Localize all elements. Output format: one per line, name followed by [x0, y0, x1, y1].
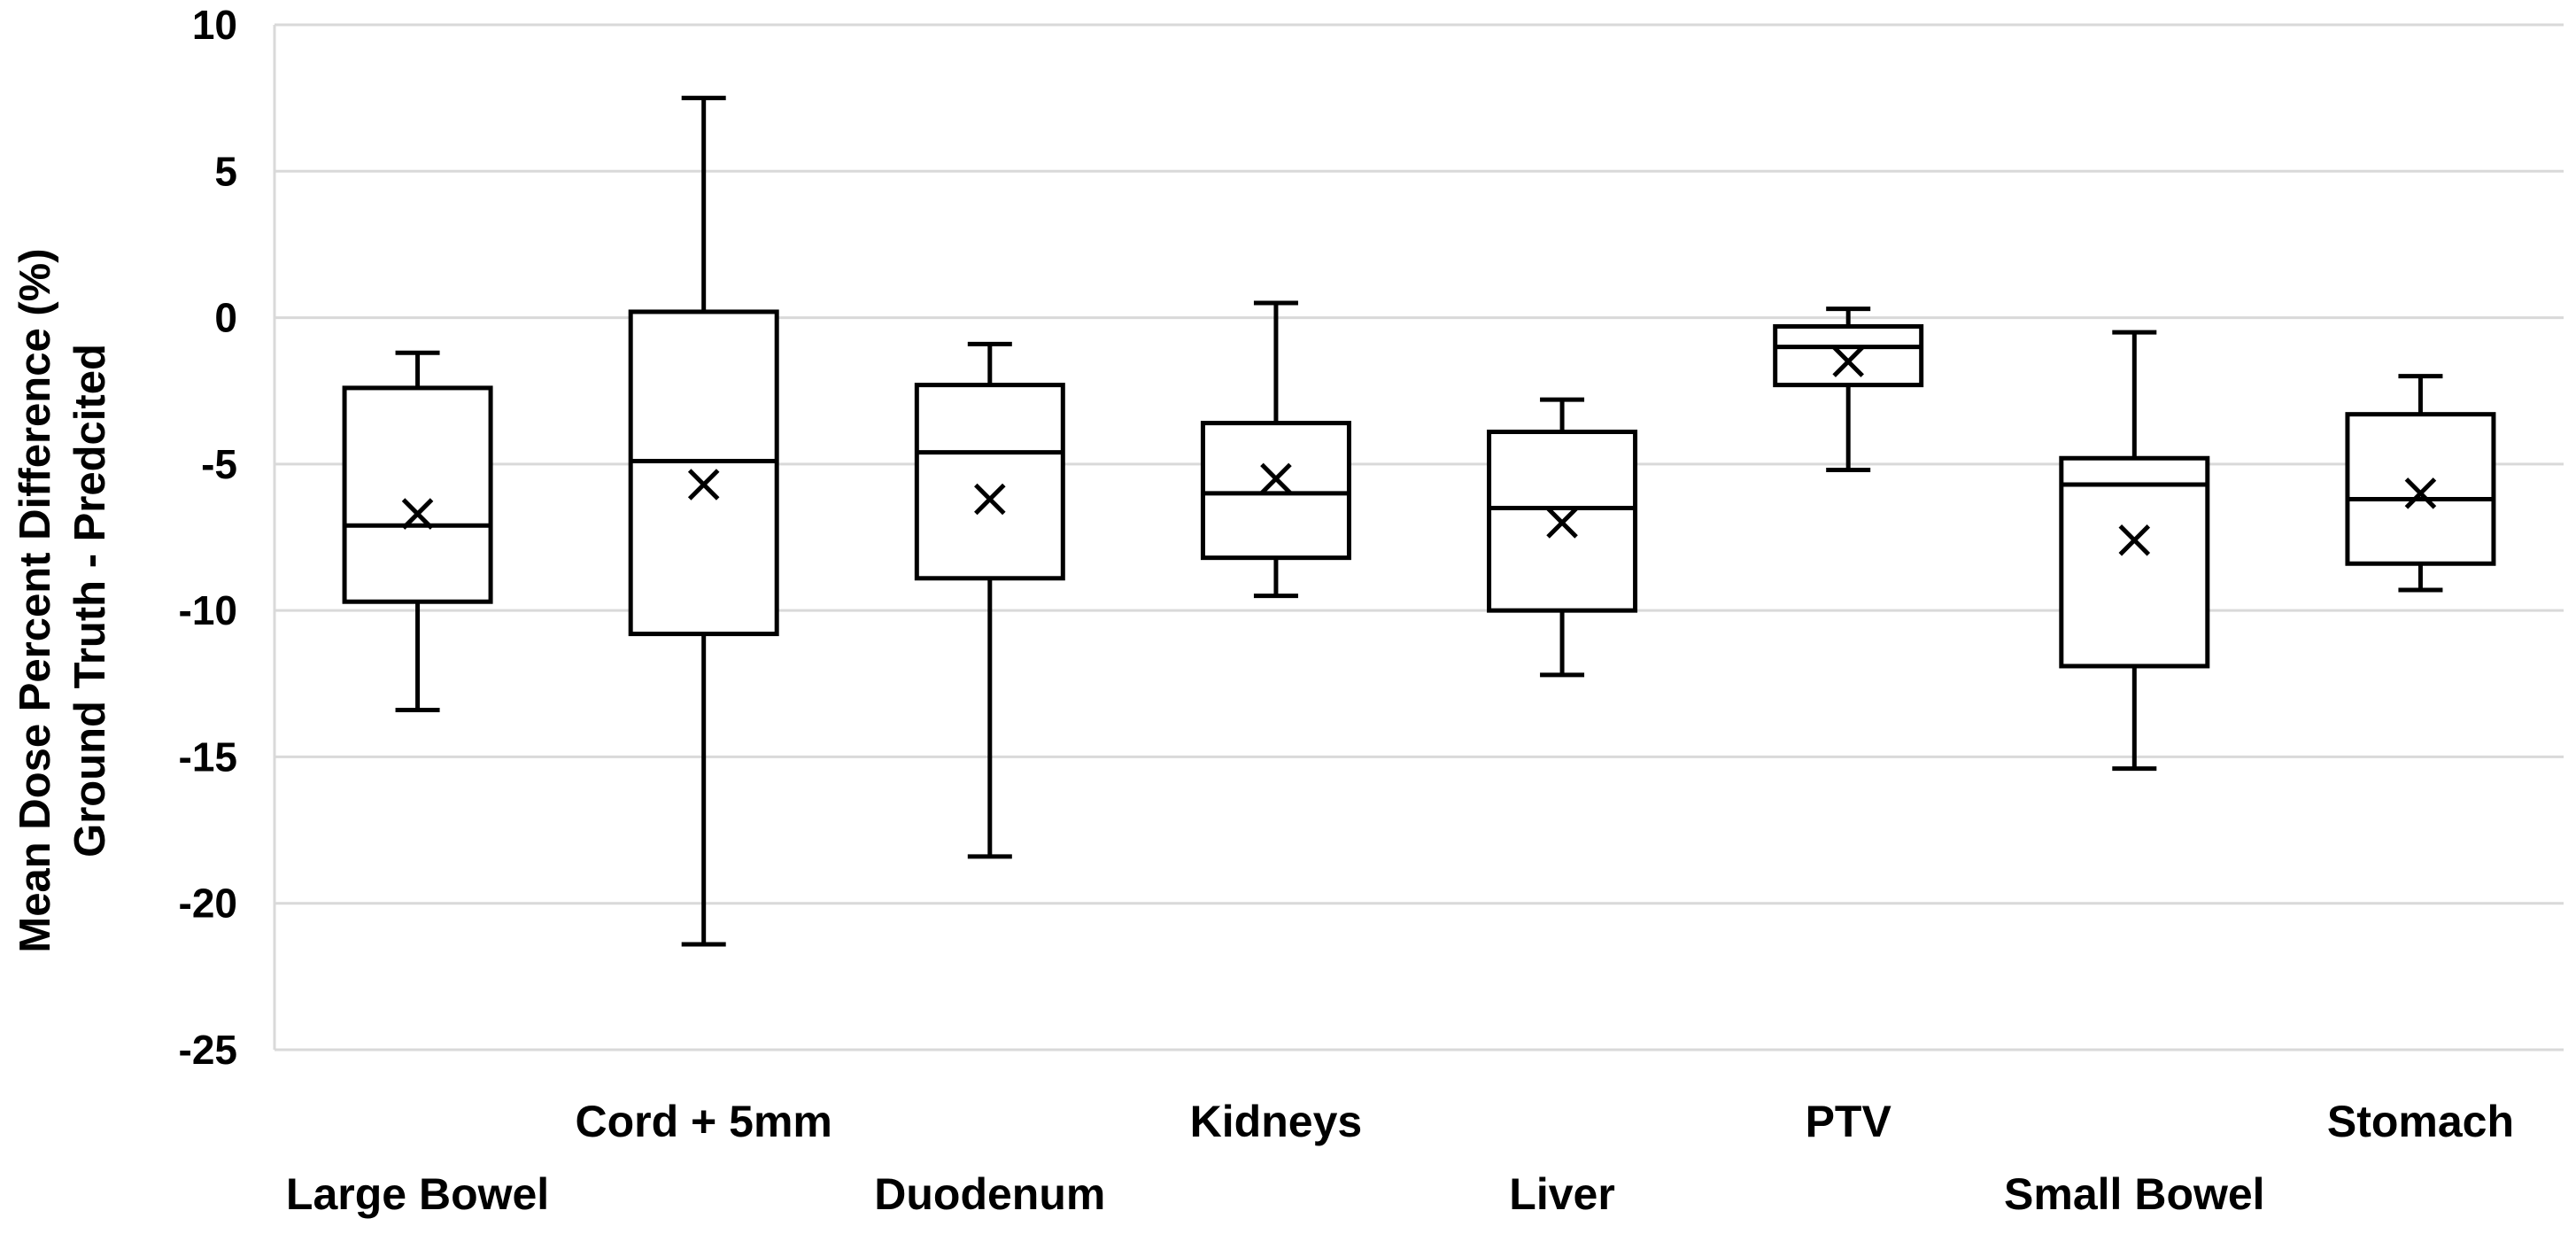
mean-marker-stroke: [1832, 345, 1864, 377]
box-stomach: [2345, 374, 2496, 593]
y-tick-label: 10: [192, 2, 237, 48]
x-category-label: Stomach: [2327, 1097, 2514, 1146]
y-axis-title-line-1: Mean Dose Percent Difference (%): [12, 248, 59, 952]
y-tick-label: -20: [179, 881, 237, 927]
x-category-label: Cord + 5mm: [576, 1097, 832, 1146]
box-series: [342, 96, 2496, 947]
x-category-label: Large Bowel: [286, 1169, 549, 1219]
box-large-bowel: [342, 350, 493, 713]
x-category-label: Duodenum: [874, 1169, 1105, 1219]
box-liver: [1487, 397, 1638, 678]
labels: 10 5 0 -5 -10 -15 -20 -25 Large Bowel Cord + 5mm D…: [179, 2, 2515, 1219]
y-tick-label: -15: [179, 733, 237, 780]
box-iqr: [1200, 421, 1351, 561]
mean-marker-stroke: [974, 483, 1006, 516]
y-tick-label: 5: [214, 148, 237, 194]
box-iqr: [342, 385, 493, 604]
mean-marker-stroke: [2404, 477, 2437, 509]
box-iqr: [628, 309, 779, 637]
box-iqr: [1773, 323, 1924, 388]
y-tick-label: 0: [214, 295, 237, 341]
box-iqr: [2345, 412, 2496, 566]
box-iqr: [914, 383, 1065, 581]
x-category-label: Small Bowel: [2004, 1169, 2265, 1219]
mean-marker-stroke: [1546, 507, 1578, 539]
box-small-bowel: [2059, 330, 2210, 772]
box-cord-5mm: [628, 96, 779, 947]
mean-marker-stroke: [2118, 524, 2151, 556]
box-ptv: [1773, 307, 1924, 472]
box-iqr: [1487, 429, 1638, 613]
mean-marker-stroke: [401, 498, 434, 530]
mean-marker-stroke: [1260, 462, 1292, 495]
x-category-label: PTV: [1806, 1097, 1892, 1146]
x-category-label: Liver: [1509, 1169, 1615, 1219]
box-kidneys: [1200, 300, 1351, 599]
x-category-label: Kidneys: [1190, 1097, 1363, 1146]
y-tick-label: -5: [201, 441, 237, 487]
box-iqr: [2059, 455, 2210, 669]
y-tick-label: -10: [179, 587, 237, 633]
y-tick-label: -25: [179, 1027, 237, 1073]
y-axis-title-line-2: Ground Truth - Predcited: [66, 344, 114, 858]
mean-marker-stroke: [687, 469, 720, 501]
box-duodenum: [914, 341, 1065, 859]
gridlines: [275, 23, 2564, 1052]
